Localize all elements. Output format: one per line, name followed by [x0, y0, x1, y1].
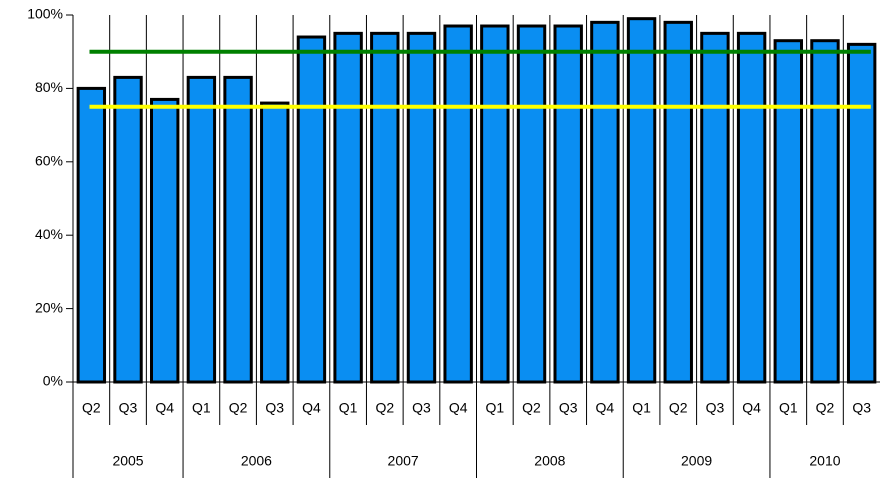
- x-tick-label: Q1: [779, 400, 798, 416]
- x-tick-label: Q2: [816, 400, 835, 416]
- y-tick-label: 100%: [27, 6, 63, 22]
- group-label: 2007: [388, 453, 419, 469]
- bar: [700, 31, 730, 384]
- bar: [736, 31, 767, 384]
- bar: [846, 42, 877, 384]
- x-tick-label: Q3: [265, 400, 284, 416]
- bar: [333, 31, 363, 384]
- bar: [113, 75, 143, 384]
- bar: [406, 31, 437, 384]
- x-tick-label: Q4: [155, 400, 174, 416]
- bar: [553, 24, 583, 384]
- x-tick-label: Q2: [229, 400, 248, 416]
- bar: [296, 35, 327, 384]
- group-label: 2010: [809, 453, 840, 469]
- x-tick-label: Q1: [632, 400, 651, 416]
- x-tick-label: Q4: [742, 400, 761, 416]
- y-tick-label: 0%: [43, 373, 63, 389]
- bar: [590, 20, 620, 384]
- x-tick-label: Q3: [412, 400, 431, 416]
- x-tick-label: Q1: [339, 400, 358, 416]
- x-tick-label: Q3: [852, 400, 871, 416]
- x-tick-label: Q2: [375, 400, 394, 416]
- x-tick-label: Q3: [119, 400, 138, 416]
- x-tick-label: Q4: [596, 400, 615, 416]
- x-tick-label: Q3: [559, 400, 578, 416]
- group-label: 2009: [681, 453, 712, 469]
- x-tick-label: Q4: [302, 400, 321, 416]
- bar: [76, 86, 107, 384]
- group-label: 2008: [534, 453, 565, 469]
- bar: [370, 31, 400, 384]
- x-tick-label: Q1: [192, 400, 211, 416]
- bar: [516, 24, 547, 384]
- group-label: 2005: [112, 453, 143, 469]
- group-label: 2006: [241, 453, 272, 469]
- bar: [149, 97, 180, 384]
- bar: [260, 101, 290, 384]
- x-tick-label: Q2: [82, 400, 101, 416]
- bar: [480, 24, 510, 384]
- bar: [186, 75, 217, 384]
- x-tick-label: Q1: [485, 400, 504, 416]
- x-tick-label: Q2: [522, 400, 541, 416]
- y-tick-label: 40%: [35, 226, 63, 242]
- bar: [810, 39, 840, 384]
- x-tick-label: Q4: [449, 400, 468, 416]
- x-tick-label: Q2: [669, 400, 688, 416]
- bar: [223, 75, 253, 384]
- y-tick-label: 60%: [35, 153, 63, 169]
- bar: [443, 24, 473, 384]
- x-tick-label: Q3: [706, 400, 725, 416]
- bar: [773, 39, 804, 384]
- y-tick-label: 20%: [35, 299, 63, 315]
- bar: [626, 17, 657, 384]
- bar: [663, 20, 693, 384]
- y-tick-label: 80%: [35, 79, 63, 95]
